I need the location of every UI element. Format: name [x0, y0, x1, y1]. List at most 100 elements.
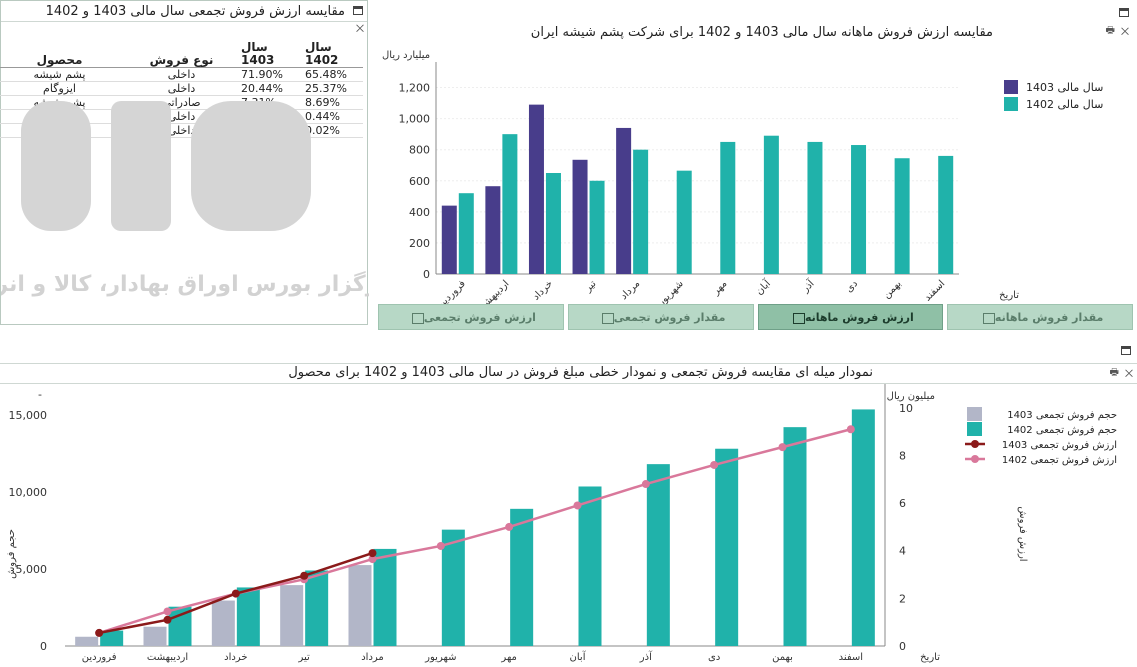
tab-2[interactable]: مقدار فروش تجمعی [567, 304, 754, 330]
tab-1[interactable]: ارزش فروش ماهانه [757, 304, 944, 330]
maximize-icon[interactable] [353, 6, 363, 15]
tab-0[interactable]: مقدار فروش ماهانه [947, 304, 1133, 330]
table-row[interactable]: 8.69% 7.31% صادراتی پشم شیشه [0, 95, 363, 110]
y-tick-label: 1,000 [399, 113, 431, 126]
bar [305, 570, 329, 646]
y-axis-label: میلیارد ریال [382, 50, 430, 61]
line-point [368, 555, 377, 564]
legend-label: سال مالی 1403 [1026, 81, 1103, 94]
clear-filter-icon[interactable]: ⨉ [1121, 27, 1129, 38]
cumulative-chart-panel: نمودار میله ای مقایسه فروش تجمعی و نمودا… [0, 344, 1137, 667]
table-row[interactable]: 25.37% 20.44% داخلی ایزوگام [0, 81, 363, 96]
y-right-tick-label: 6 [899, 497, 906, 510]
line-point [710, 460, 719, 469]
y-left-tick-label: 0 [40, 640, 47, 653]
cell-sale-type: داخلی [128, 109, 235, 124]
bar [373, 548, 397, 646]
col-header-year1403[interactable]: سال 1403 [235, 41, 299, 68]
bar [676, 170, 692, 274]
table-panel-title: مقایسه ارزش فروش تجمعی سال مالی 1403 و 1… [45, 4, 345, 19]
y-tick-label: 600 [409, 175, 430, 188]
legend-swatch [1004, 97, 1018, 111]
col-header-sale-type[interactable]: نوع فروش [128, 41, 235, 68]
watermark-tagline: کارگزار بورس اوراق بهادار، کالا و انرژی [1, 270, 369, 297]
x-tick-label: خرداد [531, 278, 555, 302]
cumulative-chart-title: نمودار میله ای مقایسه فروش تجمعی و نمودا… [288, 365, 873, 380]
tab-label: مقدار فروش ماهانه [994, 311, 1104, 324]
bar-chart-icon [792, 312, 805, 324]
bar [938, 155, 954, 274]
legend-label: ارزش فروش تجمعی 1402 [1002, 455, 1117, 466]
bar [545, 173, 561, 274]
bar [646, 464, 670, 646]
line-point [95, 628, 104, 637]
bar [578, 486, 602, 646]
line-chart-icon [411, 312, 424, 324]
legend-swatch [967, 407, 982, 421]
bar [763, 135, 779, 274]
bar [211, 600, 235, 646]
bar [100, 630, 124, 646]
line-point [368, 549, 377, 558]
x-tick-label: آذر [798, 276, 817, 295]
tab-3[interactable]: ارزش فروش تجمعی [378, 304, 564, 330]
x-tick-label: دی [844, 278, 860, 294]
table-row[interactable]: 0.44% 0.35% داخلی سایر [0, 109, 363, 124]
y-right-tick-label: 0 [899, 640, 906, 653]
x-tick-label: شهریور [655, 278, 686, 304]
bar [441, 205, 457, 274]
x-tick-label: مرداد [619, 278, 643, 302]
y-left-tick-label: - [38, 388, 42, 401]
print-icon[interactable]: 🖶 [1109, 367, 1119, 378]
y-right-unit-label: میلیون ریال [887, 391, 935, 402]
y-right-tick-label: 8 [899, 449, 906, 462]
x-tick-label: بهمن [881, 278, 903, 300]
y-left-tick-label: 5,000 [16, 563, 48, 576]
series-line [98, 428, 852, 635]
table-row[interactable]: 0.02% 0.00% داخلی عایق لوله [0, 123, 363, 138]
y-tick-label: 1,200 [399, 82, 431, 95]
cell-year1402: 25.37% [299, 81, 363, 96]
bar [851, 145, 867, 274]
col-header-year1402[interactable]: سال 1402 [299, 41, 363, 68]
window-icon[interactable] [1121, 346, 1131, 355]
chart-tabs: مقدار فروش ماهانه ارزش فروش ماهانه مقدار ف… [374, 304, 1133, 330]
line-point [231, 589, 240, 598]
window-icon[interactable] [1119, 8, 1129, 17]
print-icon[interactable]: 🖶 [1105, 25, 1115, 36]
table-row[interactable]: 65.48% 71.90% داخلی پشم شیشه [0, 67, 363, 82]
cell-sale-type: داخلی [128, 123, 235, 138]
line-point [436, 541, 445, 550]
legend-label: ارزش فروش تجمعی 1403 [1002, 440, 1117, 451]
sales-share-table: سال 1402 سال 1403 نوع فروش محصول 65.48% 7… [0, 41, 363, 138]
cell-year1402: 0.44% [299, 109, 363, 124]
bar [528, 104, 544, 274]
x-tick-label: فروردین [82, 652, 117, 663]
legend-swatch [971, 455, 979, 463]
bar [441, 529, 465, 646]
bar [851, 409, 875, 646]
cell-year1403: 7.31% [235, 95, 299, 110]
line-point [300, 571, 309, 580]
legend-label: حجم فروش تجمعی 1402 [1007, 425, 1117, 436]
line-point [641, 480, 650, 489]
cell-year1402: 65.48% [299, 67, 363, 82]
clear-filter-icon[interactable]: ⨉ [356, 24, 364, 35]
cell-product: پشم شیشه [0, 67, 128, 82]
y-left-axis-label: حجم فروش [6, 529, 17, 579]
line-point [163, 615, 172, 624]
line-chart-icon [601, 312, 614, 324]
x-tick-label: مهر [500, 652, 516, 663]
x-tick-label: تیر [298, 652, 311, 663]
cumulative-sales-chart: 0 5,000 10,000 15,000 - 0 2 4 6 8 10 حجم فروش ارزش ف… [6, 384, 1117, 663]
y-tick-label: 400 [409, 206, 430, 219]
y-left-tick-label: 10,000 [9, 486, 48, 499]
col-header-product[interactable]: محصول [0, 41, 128, 68]
y-right-tick-label: 4 [899, 545, 906, 558]
x-tick-label: آبان [570, 650, 587, 663]
clear-filter-icon[interactable]: ⨉ [1125, 369, 1133, 380]
tab-label: ارزش فروش تجمعی [423, 311, 536, 324]
y-right-tick-label: 2 [899, 592, 906, 605]
cell-year1403: 0.00% [235, 123, 299, 138]
bar [715, 448, 739, 646]
